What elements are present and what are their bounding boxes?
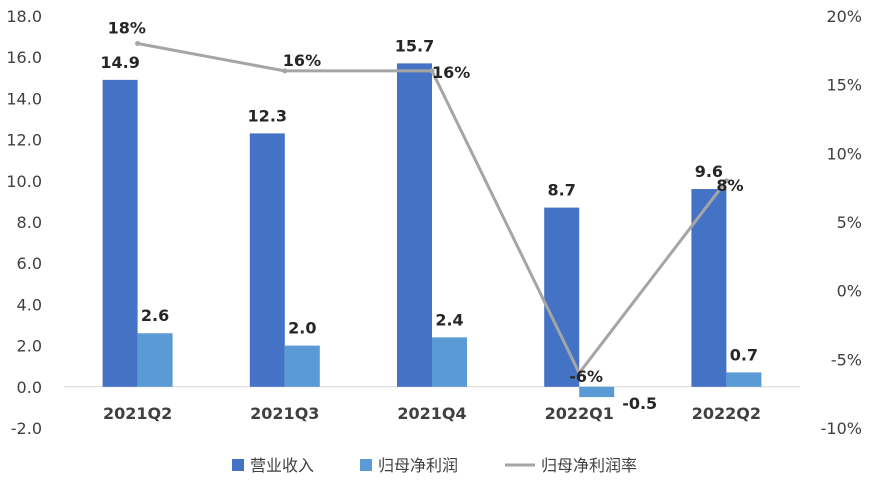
left-tick-label: 2.0 [17,337,42,356]
margin-point [135,40,141,46]
category-labels: 2021Q2 2021Q3 2021Q4 2022Q1 2022Q2 [103,404,761,423]
left-tick-label: -2.0 [11,419,42,438]
profit-data-label: -0.5 [622,394,657,413]
data-labels: 14.9 12.3 15.7 8.7 9.6 2.6 2.0 2.4 -0.5 0.7 18% 16%… [100,18,758,413]
margin-line [135,40,729,376]
revenue-data-label: 9.6 [695,162,723,181]
profit-data-label: 0.7 [730,345,758,364]
profit-bar [137,333,173,387]
category-label: 2021Q3 [250,404,319,423]
left-tick-label: 6.0 [17,254,42,273]
right-tick-label: 0% [837,282,862,301]
right-tick-label: 15% [826,76,862,95]
legend-label-profit: 归母净利润 [378,456,458,475]
category-label: 2022Q1 [545,404,614,423]
revenue-bar [249,133,285,387]
left-tick-label: 8.0 [17,213,42,232]
legend-swatch-revenue [232,459,244,471]
left-tick-label: 18.0 [6,7,42,26]
profit-bar [432,337,467,387]
profit-bar [284,345,320,387]
left-tick-label: 4.0 [17,295,42,314]
margin-data-label: 18% [108,18,146,37]
left-tick-label: 14.0 [6,89,42,108]
profit-data-label: 2.0 [288,319,316,338]
left-tick-label: 10.0 [6,172,42,191]
revenue-data-label: 12.3 [248,106,287,125]
profit-data-label: 2.6 [141,306,169,325]
right-tick-label: 10% [826,144,862,163]
margin-data-label: -6% [569,367,603,386]
left-tick-label: 16.0 [6,48,42,67]
legend: 营业收入 归母净利润 归母净利润率 [232,456,637,475]
legend-label-margin: 归母净利润率 [541,456,637,475]
profit-bar [579,386,615,398]
right-tick-label: 5% [837,213,862,232]
category-label: 2022Q2 [692,404,761,423]
profit-data-label: 2.4 [435,310,463,329]
right-tick-label: -5% [831,350,862,369]
right-tick-label: -10% [821,419,862,438]
right-tick-label: 20% [826,7,862,26]
left-tick-label: 0.0 [17,378,42,397]
margin-data-label: 16% [283,51,321,70]
margin-series-line [137,41,728,375]
legend-swatch-profit [360,459,372,471]
margin-point [429,68,435,74]
revenue-bar [102,79,138,387]
revenue-bar [544,207,580,387]
bars [102,63,762,398]
legend-label-revenue: 营业收入 [250,456,314,475]
left-tick-label: 12.0 [6,131,42,150]
margin-data-label: 16% [432,63,470,82]
margin-point [282,68,288,74]
category-label: 2021Q2 [103,404,172,423]
revenue-data-label: 14.9 [100,53,139,72]
revenue-data-label: 15.7 [395,36,434,55]
category-label: 2021Q4 [397,404,466,423]
margin-data-label: 8% [716,176,743,195]
margin-point [723,178,729,184]
profit-bar [726,372,762,387]
revenue-bar [691,189,727,387]
revenue-data-label: 8.7 [548,181,576,200]
margin-point [576,370,582,376]
revenue-bar [397,63,432,387]
right-axis: -10% -5% 0% 5% 10% 15% 20% [821,7,862,438]
left-axis: -2.0 0.0 2.0 4.0 6.0 8.0 10.0 12.0 14.0 16.0 18.0 [6,7,42,438]
